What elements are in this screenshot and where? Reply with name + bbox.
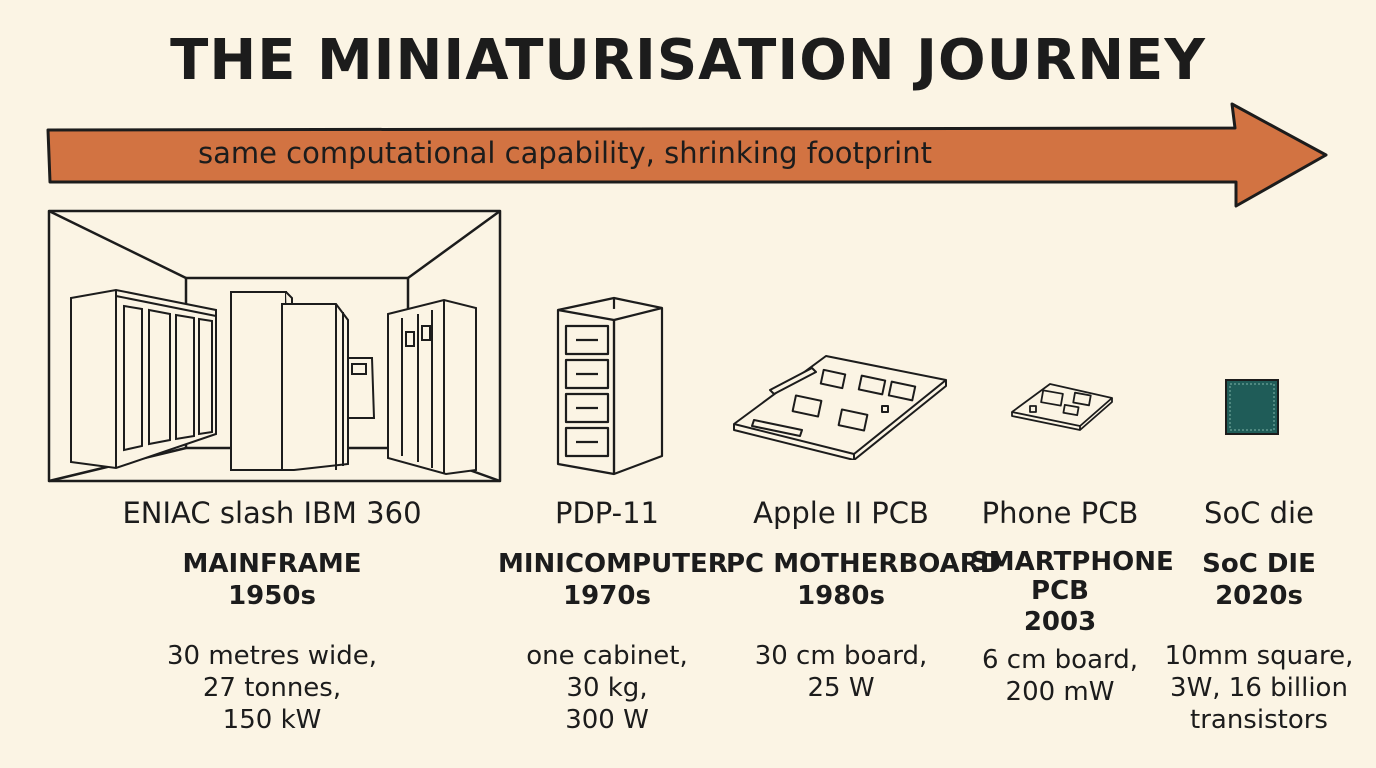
stage-spec-line: 25 W <box>807 673 875 703</box>
stage-mainframe: ENIAC slash IBM 360 MAINFRAME 1950s 30 m… <box>116 490 428 736</box>
stage-era: 2020s <box>1215 581 1303 611</box>
stage-type-line: SMARTPHONE <box>970 547 1174 577</box>
stage-spec-line: 30 cm board, <box>754 641 928 671</box>
arrow-label: same computational capability, shrinking… <box>197 136 932 170</box>
stage-name: ENIAC slash IBM 360 <box>122 496 422 530</box>
mainframe-room-illustration <box>47 209 502 483</box>
stage-minicomputer: PDP-11 MINICOMPUTER 1970s one cabinet, 3… <box>498 490 728 736</box>
apple-ii-pcb-illustration <box>733 355 947 460</box>
stage-type: MINICOMPUTER <box>498 549 728 579</box>
stage-spec-line: one cabinet, <box>526 641 688 671</box>
stage-spec-line: 150 kW <box>222 705 322 735</box>
stage-spec-line: 30 metres wide, <box>166 641 378 671</box>
stage-era: 1950s <box>228 581 316 611</box>
stage-era: 1980s <box>797 581 885 611</box>
page-title: THE MINIATURISATION JOURNEY <box>170 28 1206 93</box>
stage-name: PDP-11 <box>554 496 660 530</box>
stage-type-line: PCB <box>1031 576 1089 606</box>
stage-spec-line: 3W, 16 billion <box>1170 673 1348 703</box>
stage-spec-line: 10mm square, <box>1164 641 1354 671</box>
stage-spec-line: 200 mW <box>1005 677 1115 707</box>
stage-type: PC MOTHERBOARD <box>726 549 1002 579</box>
stage-smartphone: Phone PCB SMARTPHONE PCB 2003 6 cm board… <box>970 490 1174 708</box>
stage-name: Phone PCB <box>981 496 1139 530</box>
stage-soc-die: SoC die SoC DIE 2020s 10mm square, 3W, 1… <box>1164 490 1354 736</box>
stage-spec-line: transistors <box>1190 705 1328 735</box>
stage-era: 1970s <box>563 581 651 611</box>
stage-spec-line: 6 cm board, <box>981 645 1139 675</box>
stage-era: 2003 <box>1023 607 1097 637</box>
phone-pcb-illustration <box>1011 383 1113 431</box>
soc-die-illustration <box>1225 379 1279 435</box>
progress-arrow <box>46 102 1328 208</box>
stage-name: Apple II PCB <box>753 496 929 530</box>
stage-type: MAINFRAME <box>182 549 362 579</box>
arrow-shape <box>46 102 1328 208</box>
stage-spec-line: 300 W <box>565 705 649 735</box>
stage-spec-line: 30 kg, <box>566 673 648 703</box>
stage-name: SoC die <box>1204 496 1314 530</box>
stage-pc-motherboard: Apple II PCB PC MOTHERBOARD 1980s 30 cm … <box>726 490 1002 704</box>
stage-spec-line: 27 tonnes, <box>202 673 342 703</box>
minicomputer-cabinet-illustration <box>556 296 664 476</box>
stage-type: SoC DIE <box>1202 549 1316 579</box>
